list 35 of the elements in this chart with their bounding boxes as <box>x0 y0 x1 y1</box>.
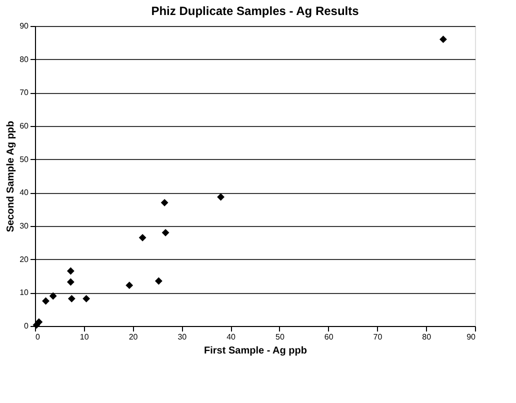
y-tick-label: 50 <box>20 154 30 164</box>
x-axis-title: First Sample - Ag ppb <box>204 346 307 356</box>
y-tick-label: 0 <box>24 322 30 330</box>
y-tick-label: 70 <box>20 88 30 98</box>
y-tick-label: 90 <box>20 22 30 30</box>
x-tick-label: 50 <box>275 332 285 342</box>
x-tick-label: 70 <box>373 332 383 342</box>
point <box>66 267 74 275</box>
y-tick-label: 80 <box>20 54 30 64</box>
y-tick-label: 60 <box>20 122 30 130</box>
point <box>82 294 90 302</box>
x-tick-label: 30 <box>178 332 188 342</box>
point <box>160 198 168 206</box>
chart-title: Phiz Duplicate Samples - Ag Results <box>151 4 360 18</box>
y-tick-label: 30 <box>20 222 30 230</box>
point <box>126 282 134 290</box>
x-tick-label: 40 <box>226 332 236 342</box>
x-tick-label: 90 <box>466 332 476 342</box>
point <box>138 234 146 242</box>
point <box>66 278 74 286</box>
point <box>68 294 76 302</box>
y-axis-title: Second Sample Ag ppb <box>6 120 17 232</box>
point <box>440 36 447 44</box>
x-tick-label: 60 <box>324 332 334 342</box>
y-tick-label: 10 <box>20 288 30 298</box>
point <box>162 228 170 236</box>
point <box>35 318 43 326</box>
point <box>49 292 57 300</box>
x-tick-label: 20 <box>128 332 138 342</box>
y-tick-label: 20 <box>20 254 30 264</box>
point <box>154 277 162 285</box>
y-tick-label: 40 <box>20 188 30 198</box>
x-tick-label: 10 <box>80 332 90 342</box>
x-tick-label: 0 <box>36 332 40 342</box>
x-tick-label: 80 <box>422 332 432 342</box>
